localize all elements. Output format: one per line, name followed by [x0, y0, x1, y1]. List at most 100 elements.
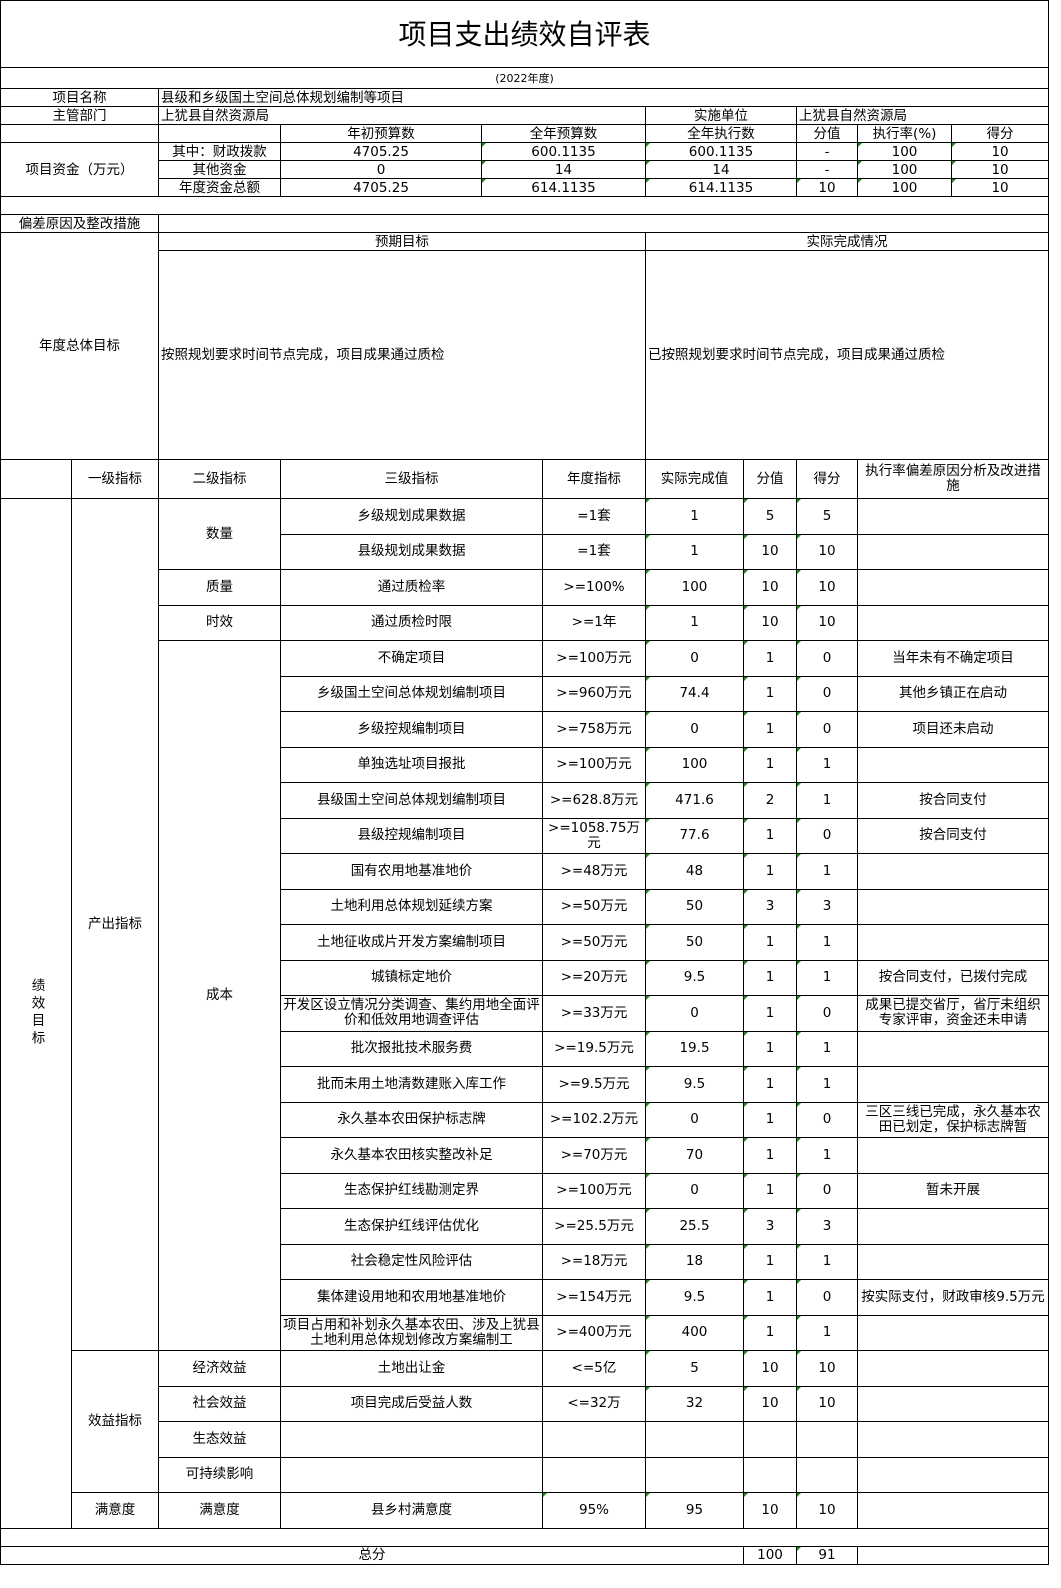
score: 0 [796, 640, 858, 677]
funds-rate: 100 [857, 178, 952, 197]
actual-value: 0 [645, 1101, 744, 1138]
table-row: 质量 通过质检率 >=100% 100 10 10 [1, 569, 1050, 606]
deviation-note [856, 1243, 1050, 1280]
level3-indicator: 县乡村满意度 [280, 1492, 543, 1529]
header-actual: 实际完成值 [645, 459, 744, 499]
score: 0 [796, 711, 858, 748]
score [796, 1456, 858, 1493]
level3-indicator: 国有农用地基准地价 [280, 853, 543, 890]
score: 10 [796, 533, 858, 570]
actual-value: 70 [645, 1137, 744, 1174]
funds-executed: 600.1135 [645, 142, 797, 161]
header-score-value: 分值 [743, 459, 797, 499]
score-value: 1 [743, 924, 797, 961]
score: 1 [796, 853, 858, 890]
table-row: 城镇标定地价 >=20万元 9.5 1 1 按合同支付，已拨付完成 [1, 959, 1050, 996]
header-l3: 三级指标 [280, 459, 543, 499]
header-rate: 执行率(%) [857, 124, 952, 143]
score-value: 1 [743, 1066, 797, 1103]
funds-executed: 14 [645, 160, 797, 179]
table-row: 可持续影响 [1, 1456, 1050, 1493]
score: 1 [796, 746, 858, 783]
score-value: 10 [743, 533, 797, 570]
table-row: 批而未用土地清数建账入库工作 >=9.5万元 9.5 1 1 [1, 1066, 1050, 1103]
actual-value: 5 [645, 1350, 744, 1387]
level3-indicator: 县级国土空间总体规划编制项目 [280, 782, 543, 819]
total-score: 91 [796, 1545, 858, 1565]
score-value: 3 [743, 1208, 797, 1245]
score-value [743, 1421, 797, 1458]
table-row: 年度资金总额 4705.25 614.1135 614.1135 10 100 10 [1, 178, 1050, 197]
funds-row-label: 其他资金 [158, 160, 281, 179]
level3-indicator: 通过质检时限 [280, 604, 543, 641]
score: 1 [796, 1314, 858, 1351]
level3-indicator: 乡级规划成果数据 [280, 498, 543, 535]
header-l1: 一级指标 [71, 459, 159, 499]
score: 0 [796, 1101, 858, 1138]
funds-annual: 14 [481, 160, 646, 179]
score-value: 1 [743, 1279, 797, 1316]
table-row: 生态效益 [1, 1421, 1050, 1458]
level3-indicator: 单独选址项目报批 [280, 746, 543, 783]
annual-target: >=758万元 [542, 711, 646, 748]
actual-value: 0 [645, 995, 744, 1032]
deviation-note: 成果已提交省厅，省厅未组织专家评审，资金还未申请 [856, 995, 1050, 1032]
actual-value: 1 [645, 498, 744, 535]
score: 0 [796, 1279, 858, 1316]
funds-score: 10 [950, 178, 1050, 197]
level2-indicator: 生态效益 [158, 1421, 281, 1458]
table-row: 土地征收成片开发方案编制项目 >=50万元 50 1 1 [1, 924, 1050, 961]
deviation-note [856, 1314, 1050, 1351]
dept-label: 主管部门 [0, 106, 159, 125]
deviation-note [856, 1208, 1050, 1245]
header-target: 年度指标 [542, 459, 646, 499]
score: 10 [796, 1385, 858, 1422]
table-row: 总分 100 91 [0, 1545, 1050, 1565]
funds-rate: 100 [857, 142, 952, 161]
score-value: 1 [743, 959, 797, 996]
annual-target: >=100% [542, 569, 646, 606]
funds-label: 项目资金（万元） [0, 142, 159, 197]
deviation-note [856, 853, 1050, 890]
score-value: 1 [743, 640, 797, 677]
deviation-note: 按合同支付 [856, 817, 1050, 854]
header-score-value: 分值 [796, 124, 858, 143]
level3-indicator: 乡级国土空间总体规划编制项目 [280, 675, 543, 712]
funds-annual: 600.1135 [481, 142, 646, 161]
score-value: 1 [743, 853, 797, 890]
funds-rate: 100 [857, 160, 952, 179]
annual-target: >=100万元 [542, 746, 646, 783]
table-row: 其他资金 0 14 14-100 10 [1, 160, 1050, 179]
self-evaluation-table: 项目支出绩效自评表 (2022年度) 项目名称 县级和乡级国土空间总体规划编制等项… [0, 0, 1050, 1565]
annual-target: >=48万元 [542, 853, 646, 890]
score-value: 1 [743, 1172, 797, 1209]
score: 1 [796, 1066, 858, 1103]
score-value: 1 [743, 1137, 797, 1174]
header-executed: 全年执行数 [645, 124, 797, 143]
actual-value: 100 [645, 746, 744, 783]
actual-value: 25.5 [645, 1208, 744, 1245]
annual-goal-label: 年度总体目标 [0, 232, 159, 460]
deviation-note: 项目还未启动 [856, 711, 1050, 748]
level2-indicator: 数量 [158, 498, 281, 570]
level3-indicator: 县级控规编制项目 [280, 817, 543, 854]
score: 0 [796, 1172, 858, 1209]
level3-indicator: 集体建设用地和农用地基准地价 [280, 1279, 543, 1316]
annual-target: >=400万元 [542, 1314, 646, 1351]
annual-target: >=50万元 [542, 888, 646, 925]
score-value: 1 [743, 1314, 797, 1351]
level3-indicator: 生态保护红线勘测定界 [280, 1172, 543, 1209]
level3-indicator [280, 1456, 543, 1493]
actual-value: 1 [645, 533, 744, 570]
actual-goal: 已按照规划要求时间节点完成，项目成果通过质检 [644, 250, 1050, 460]
level3-indicator: 永久基本农田保护标志牌 [280, 1101, 543, 1138]
annual-target: =1套 [542, 533, 646, 570]
impl-value: 上犹县自然资源局 [795, 106, 1050, 125]
deviation-note [856, 888, 1050, 925]
score: 1 [796, 924, 858, 961]
table-row: 按照规划要求时间节点完成，项目成果通过质检 已按照规划要求时间节点完成，项目成果通… [1, 250, 1050, 460]
level3-indicator: 城镇标定地价 [280, 959, 543, 996]
score-value: 1 [743, 675, 797, 712]
score: 5 [796, 498, 858, 535]
deviation-note [856, 1066, 1050, 1103]
